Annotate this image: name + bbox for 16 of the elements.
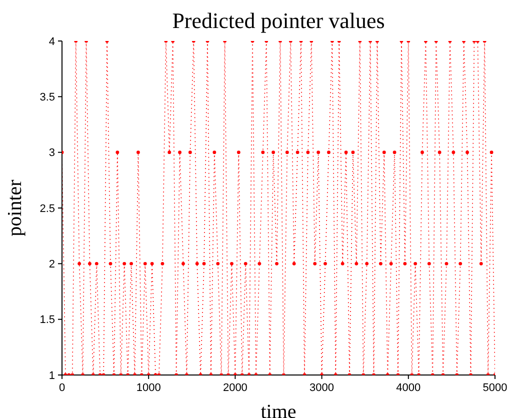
y-tick-label: 1 xyxy=(48,370,55,382)
y-tick-label: 1.5 xyxy=(40,314,55,326)
y-tick-label: 3 xyxy=(48,147,55,160)
y-tick-label: 2 xyxy=(48,258,55,271)
x-tick-label: 5000 xyxy=(482,382,508,394)
x-tick-label: 2000 xyxy=(222,382,248,394)
chart-title: Predicted pointer values xyxy=(171,8,386,34)
x-tick-label: 0 xyxy=(58,382,66,394)
x-tick-label: 1000 xyxy=(136,382,161,394)
y-axis-title: pointer xyxy=(4,179,26,236)
y-tick-label: 3.5 xyxy=(40,92,55,104)
x-tick-label: 4000 xyxy=(396,382,421,394)
x-axis-title: time xyxy=(260,401,296,418)
y-tick-label: 4 xyxy=(48,36,55,48)
y-tick-label: 2.5 xyxy=(40,202,55,215)
x-tick-label: 3000 xyxy=(310,382,334,394)
